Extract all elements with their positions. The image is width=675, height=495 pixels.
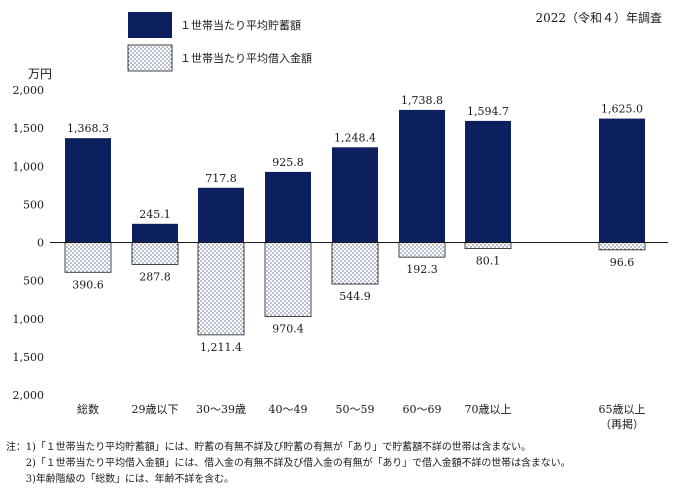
y-tick-label: 500 — [23, 198, 44, 211]
debt-bar — [331, 242, 379, 285]
debt-value-label: 80.1 — [476, 255, 501, 268]
note-1: 注：1)「１世帯当たり平均貯蓄額」には、貯蓄の有無不詳及び貯蓄の有無が「あり」で… — [6, 442, 531, 453]
savings-bar — [65, 138, 111, 243]
savings-bar — [265, 171, 311, 243]
y-tick-label: 500 — [23, 275, 44, 288]
category-label: （再掲） — [600, 417, 644, 431]
y-tick-label: 0 — [37, 237, 44, 250]
debt-value-label: 970.4 — [272, 322, 304, 335]
legend-label-savings: １世帯当たり平均貯蓄額 — [180, 18, 301, 32]
category-label: 29歳以下 — [132, 403, 179, 416]
category-label: 65歳以上 — [599, 403, 646, 416]
category-label: 30～39歳 — [196, 403, 246, 416]
category-label: 総数 — [77, 402, 99, 416]
debt-bar — [131, 242, 179, 265]
note-2: 2)「１世帯当たり平均借入金額」には、借入金の有無不詳及び借入金の有無が「あり」… — [6, 458, 571, 469]
debt-value-label: 96.6 — [610, 256, 635, 269]
savings-bar — [399, 109, 445, 243]
category-labels: 総数 29歳以下 30～39歳 40～49 50～59 60～69 70歳以上 65歳以上（再… — [77, 402, 646, 431]
debt-bar — [197, 242, 245, 336]
y-axis-unit-label: 万円 — [28, 67, 52, 81]
debt-value-label: 544.9 — [339, 290, 371, 303]
savings-value-label: 1,738.8 — [401, 94, 443, 107]
y-tick-label: 1,000 — [13, 313, 45, 326]
notes: 注：1)「１世帯当たり平均貯蓄額」には、貯蓄の有無不詳及び貯蓄の有無が「あり」で… — [6, 440, 674, 488]
y-axis: 2,000 1,500 1,000 500 0 500 1,000 1,500 2,000 — [13, 84, 45, 402]
category-label: 50～59 — [336, 403, 375, 416]
savings-bar — [465, 120, 511, 243]
debt-bar — [64, 242, 112, 273]
debt-value-label: 192.3 — [406, 263, 438, 276]
category-label: 70歳以上 — [465, 403, 512, 416]
savings-value-label: 1,248.4 — [334, 131, 376, 144]
value-labels: 1,368.3 390.6 245.1 287.8 717.8 1,211.4 925.8 9… — [67, 94, 643, 354]
savings-value-label: 1,594.7 — [467, 105, 509, 118]
survey-year-label: 2022（令和４）年調査 — [535, 10, 662, 25]
debt-bar — [398, 242, 446, 258]
debt-bar — [598, 242, 646, 251]
savings-bar — [599, 118, 645, 243]
note-3: 3)年齢階級の「総数」には、年齢不詳を含む。 — [6, 474, 234, 485]
debt-value-label: 287.8 — [139, 270, 171, 283]
category-label: 40～49 — [269, 403, 308, 416]
debt-bar — [464, 242, 512, 250]
legend-label-debt: １世帯当たり平均借入金額 — [180, 51, 312, 65]
bars — [64, 109, 646, 336]
debt-value-label: 1,211.4 — [200, 341, 242, 354]
savings-bar — [132, 223, 178, 243]
savings-value-label: 1,368.3 — [67, 122, 109, 135]
savings-value-label: 245.1 — [139, 208, 171, 221]
legend-swatch-debt — [127, 44, 173, 72]
savings-bar — [332, 147, 378, 243]
y-tick-label: 1,500 — [13, 122, 45, 135]
debt-value-label: 390.6 — [72, 278, 104, 291]
legend: １世帯当たり平均貯蓄額 １世帯当たり平均借入金額 — [127, 12, 312, 72]
y-tick-label: 1,000 — [13, 160, 45, 173]
y-tick-label: 2,000 — [13, 84, 45, 97]
category-label: 60～69 — [403, 403, 442, 416]
savings-value-label: 925.8 — [272, 156, 304, 169]
y-tick-label: 2,000 — [13, 389, 45, 402]
debt-bar — [264, 242, 312, 317]
y-tick-label: 1,500 — [13, 351, 45, 364]
savings-bar — [198, 187, 244, 243]
savings-value-label: 717.8 — [205, 172, 237, 185]
legend-swatch-savings — [128, 12, 172, 38]
savings-value-label: 1,625.0 — [601, 103, 643, 116]
